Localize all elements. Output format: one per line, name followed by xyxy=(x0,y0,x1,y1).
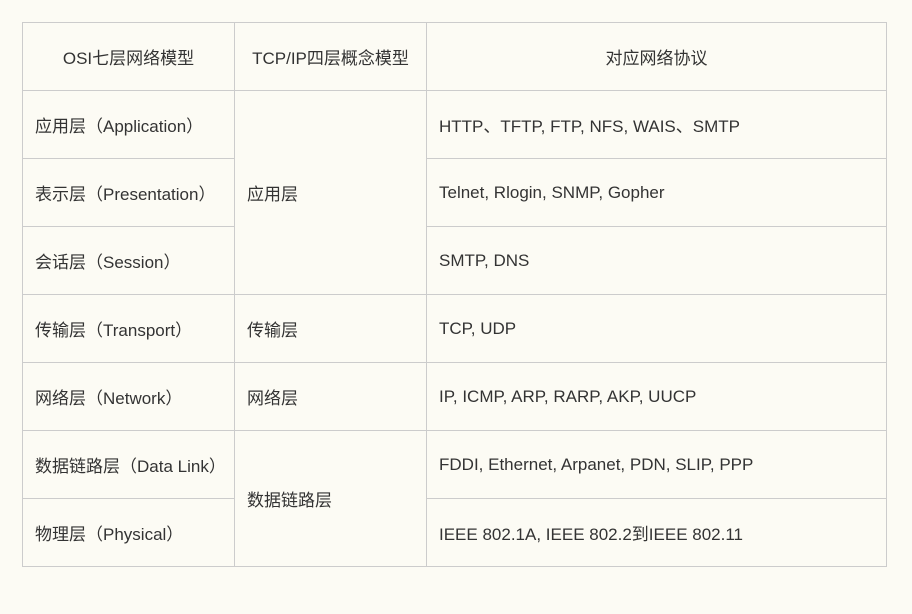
cell-proto: IEEE 802.1A, IEEE 802.2到IEEE 802.11 xyxy=(427,499,887,567)
cell-proto: HTTP、TFTP, FTP, NFS, WAIS、SMTP xyxy=(427,91,887,159)
table-header-row: OSI七层网络模型 TCP/IP四层概念模型 对应网络协议 xyxy=(23,23,887,91)
cell-tcpip: 传输层 xyxy=(235,295,427,363)
osi-tcpip-table: OSI七层网络模型 TCP/IP四层概念模型 对应网络协议 应用层（Applic… xyxy=(22,22,887,567)
cell-osi: 数据链路层（Data Link） xyxy=(23,431,235,499)
cell-osi: 应用层（Application） xyxy=(23,91,235,159)
table-row: 表示层（Presentation） Telnet, Rlogin, SNMP, … xyxy=(23,159,887,227)
col-header-tcpip: TCP/IP四层概念模型 xyxy=(235,23,427,91)
cell-tcpip: 网络层 xyxy=(235,363,427,431)
table-row: 应用层（Application） 应用层 HTTP、TFTP, FTP, NFS… xyxy=(23,91,887,159)
col-header-osi: OSI七层网络模型 xyxy=(23,23,235,91)
table-row: 数据链路层（Data Link） 数据链路层 FDDI, Ethernet, A… xyxy=(23,431,887,499)
cell-proto: SMTP, DNS xyxy=(427,227,887,295)
cell-tcpip: 应用层 xyxy=(235,91,427,295)
cell-proto: FDDI, Ethernet, Arpanet, PDN, SLIP, PPP xyxy=(427,431,887,499)
cell-osi: 会话层（Session） xyxy=(23,227,235,295)
cell-osi: 物理层（Physical） xyxy=(23,499,235,567)
cell-proto: Telnet, Rlogin, SNMP, Gopher xyxy=(427,159,887,227)
cell-osi: 网络层（Network） xyxy=(23,363,235,431)
col-header-proto: 对应网络协议 xyxy=(427,23,887,91)
cell-osi: 表示层（Presentation） xyxy=(23,159,235,227)
table-row: 会话层（Session） SMTP, DNS xyxy=(23,227,887,295)
table-row: 物理层（Physical） IEEE 802.1A, IEEE 802.2到IE… xyxy=(23,499,887,567)
cell-osi: 传输层（Transport） xyxy=(23,295,235,363)
cell-tcpip: 数据链路层 xyxy=(235,431,427,567)
table-row: 传输层（Transport） 传输层 TCP, UDP xyxy=(23,295,887,363)
table-row: 网络层（Network） 网络层 IP, ICMP, ARP, RARP, AK… xyxy=(23,363,887,431)
cell-proto: IP, ICMP, ARP, RARP, AKP, UUCP xyxy=(427,363,887,431)
cell-proto: TCP, UDP xyxy=(427,295,887,363)
